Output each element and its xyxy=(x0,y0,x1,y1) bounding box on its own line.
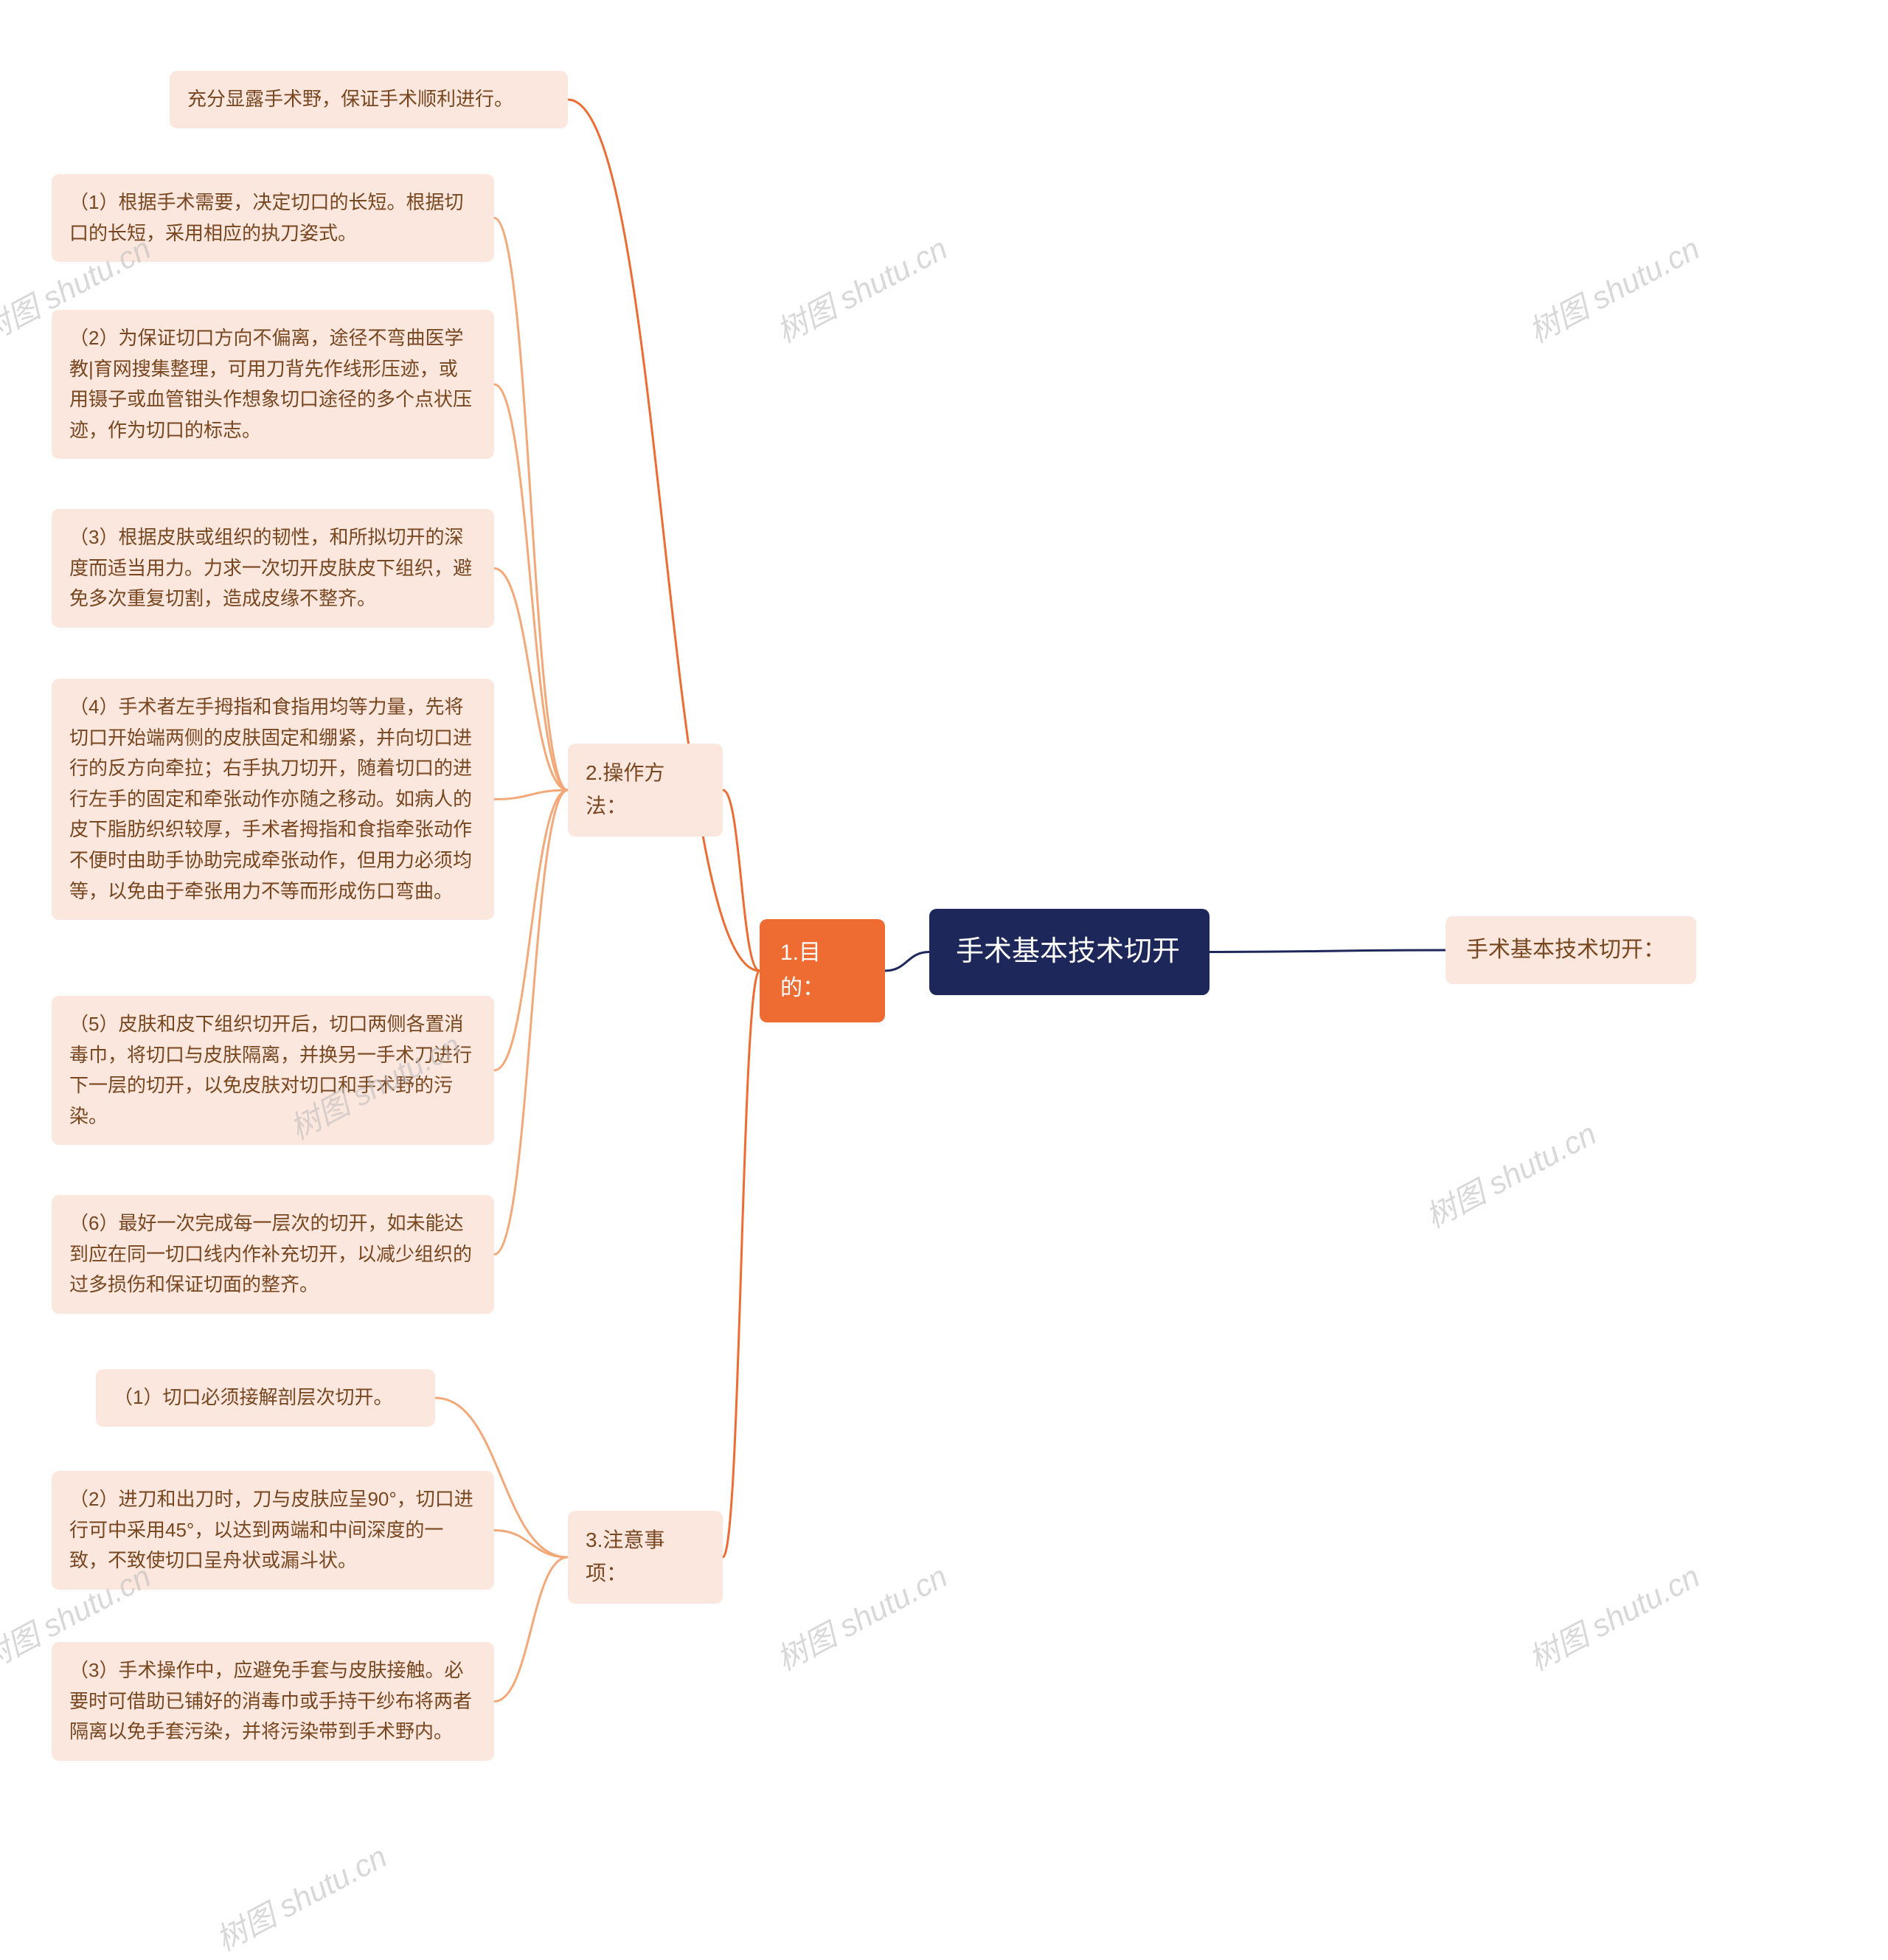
caution-leaf-2[interactable]: （2）进刀和出刀时，刀与皮肤应呈90°，切口进行可中采用45°，以达到两端和中间… xyxy=(52,1471,494,1590)
method-leaf-4[interactable]: （4）手术者左手拇指和食指用均等力量，先将切口开始端两侧的皮肤固定和绷紧，并向切… xyxy=(52,679,494,920)
watermark: 树图 shutu.cn xyxy=(1520,1552,1707,1680)
watermark: 树图 shutu.cn xyxy=(1417,1109,1603,1237)
method-leaf-1[interactable]: （1）根据手术需要，决定切口的长短。根据切口的长短，采用相应的执刀姿式。 xyxy=(52,174,494,262)
method-leaf-6[interactable]: （6）最好一次完成每一层次的切开，如未能达到应在同一切口线内作补充切开，以减少组… xyxy=(52,1195,494,1314)
watermark: 树图 shutu.cn xyxy=(1520,224,1707,352)
level2-caution-node[interactable]: 3.注意事项： xyxy=(568,1511,723,1604)
right-leaf-node[interactable]: 手术基本技术切开： xyxy=(1446,916,1696,984)
method-leaf-2[interactable]: （2）为保证切口方向不偏离，途径不弯曲医学教|育网搜集整理，可用刀背先作线形压迹… xyxy=(52,310,494,459)
mindmap-canvas: 手术基本技术切开 手术基本技术切开： 1.目的： 2.操作方法： 3.注意事项：… xyxy=(0,0,1888,1936)
watermark: 树图 shutu.cn xyxy=(768,224,954,352)
level2-method-node[interactable]: 2.操作方法： xyxy=(568,744,723,837)
caution-leaf-1[interactable]: （1）切口必须接解剖层次切开。 xyxy=(96,1369,435,1427)
method-leaf-3[interactable]: （3）根据皮肤或组织的韧性，和所拟切开的深度而适当用力。力求一次切开皮肤皮下组织… xyxy=(52,509,494,628)
watermark: 树图 shutu.cn xyxy=(207,1832,394,1960)
purpose-leaf[interactable]: 充分显露手术野，保证手术顺利进行。 xyxy=(170,71,568,128)
root-node[interactable]: 手术基本技术切开 xyxy=(929,909,1210,995)
level1-purpose-node[interactable]: 1.目的： xyxy=(760,919,885,1022)
caution-leaf-3[interactable]: （3）手术操作中，应避免手套与皮肤接触。必要时可借助已铺好的消毒巾或手持干纱布将… xyxy=(52,1642,494,1761)
method-leaf-5[interactable]: （5）皮肤和皮下组织切开后，切口两侧各置消毒巾，将切口与皮肤隔离，并换另一手术刀… xyxy=(52,996,494,1145)
watermark: 树图 shutu.cn xyxy=(768,1552,954,1680)
